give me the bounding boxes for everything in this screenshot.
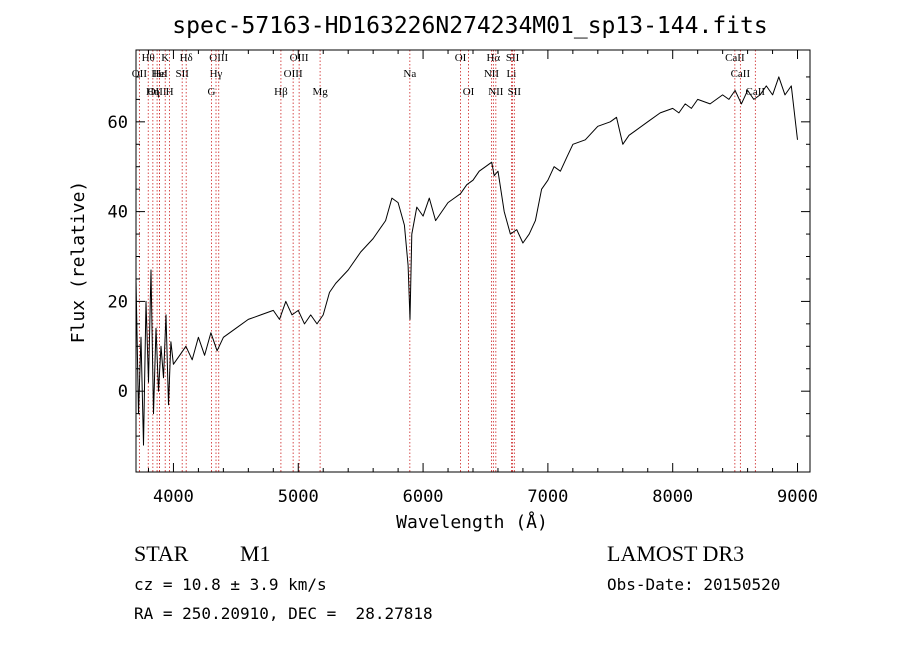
y-axis-ticks: 0 20 40 60 — [108, 76, 810, 437]
redshift-velocity: cz = 10.8 ± 3.9 km/s — [134, 575, 327, 594]
marker-label: Hδ — [180, 52, 193, 64]
object-subclass: M1 — [240, 541, 271, 566]
plot-frame — [135, 49, 811, 473]
y-tick-label: 20 — [108, 292, 128, 312]
marker-label: G — [208, 86, 216, 98]
marker-label: Hθ — [142, 52, 155, 64]
marker-label: K — [161, 52, 169, 64]
marker-label: OIII — [148, 86, 167, 98]
x-tick-label: 8000 — [652, 487, 693, 507]
x-tick-label: 7000 — [527, 487, 568, 507]
marker-label: H — [166, 86, 174, 98]
y-tick-label: 60 — [108, 113, 128, 133]
marker-label: SII — [506, 52, 520, 64]
x-tick-label: 4000 — [153, 487, 194, 507]
coordinates: RA = 250.20910, DEC = 28.27818 — [134, 604, 433, 623]
chart-title: spec-57163-HD163226N274234M01_sp13-144.f… — [172, 13, 767, 39]
x-axis-ticks: 4000 5000 6000 7000 8000 9000 — [147, 50, 818, 507]
marker-label: CaII — [725, 52, 745, 64]
x-axis-label: Wavelength (Å) — [396, 511, 548, 533]
marker-label: OIII — [284, 68, 303, 80]
marker-label: Li — [507, 68, 517, 80]
marker-label: CaII — [731, 68, 751, 80]
spectrum-series — [135, 76, 798, 446]
spectrum-line — [135, 76, 798, 446]
x-tick-label: 9000 — [777, 487, 818, 507]
marker-label: NII — [484, 68, 500, 80]
x-tick-label: 5000 — [278, 487, 319, 507]
marker-label: Hβ — [274, 86, 288, 98]
observation-date: Obs-Date: 20150520 — [607, 575, 780, 594]
marker-label: Hγ — [210, 68, 223, 80]
marker-label: SII — [175, 68, 189, 80]
marker-label: Na — [403, 68, 416, 80]
survey-name: LAMOST DR3 — [607, 541, 744, 566]
marker-label: Hη — [146, 86, 160, 98]
marker-label: OIII — [209, 52, 228, 64]
object-class: STAR — [134, 541, 189, 566]
marker-label: Hα — [486, 52, 500, 64]
x-tick-label: 6000 — [403, 487, 444, 507]
marker-label: Hε — [153, 68, 166, 80]
marker-label: OII — [132, 68, 148, 80]
marker-label: HeI — [151, 68, 168, 80]
marker-label: Mg — [312, 86, 328, 98]
marker-label: OIII — [290, 52, 309, 64]
marker-label: OI — [455, 52, 467, 64]
marker-label: NII — [488, 86, 504, 98]
y-tick-label: 40 — [108, 203, 128, 223]
marker-label: SII — [508, 86, 522, 98]
y-axis-label: Flux (relative) — [68, 181, 89, 344]
y-tick-label: 0 — [118, 382, 128, 402]
marker-label: OI — [463, 86, 475, 98]
